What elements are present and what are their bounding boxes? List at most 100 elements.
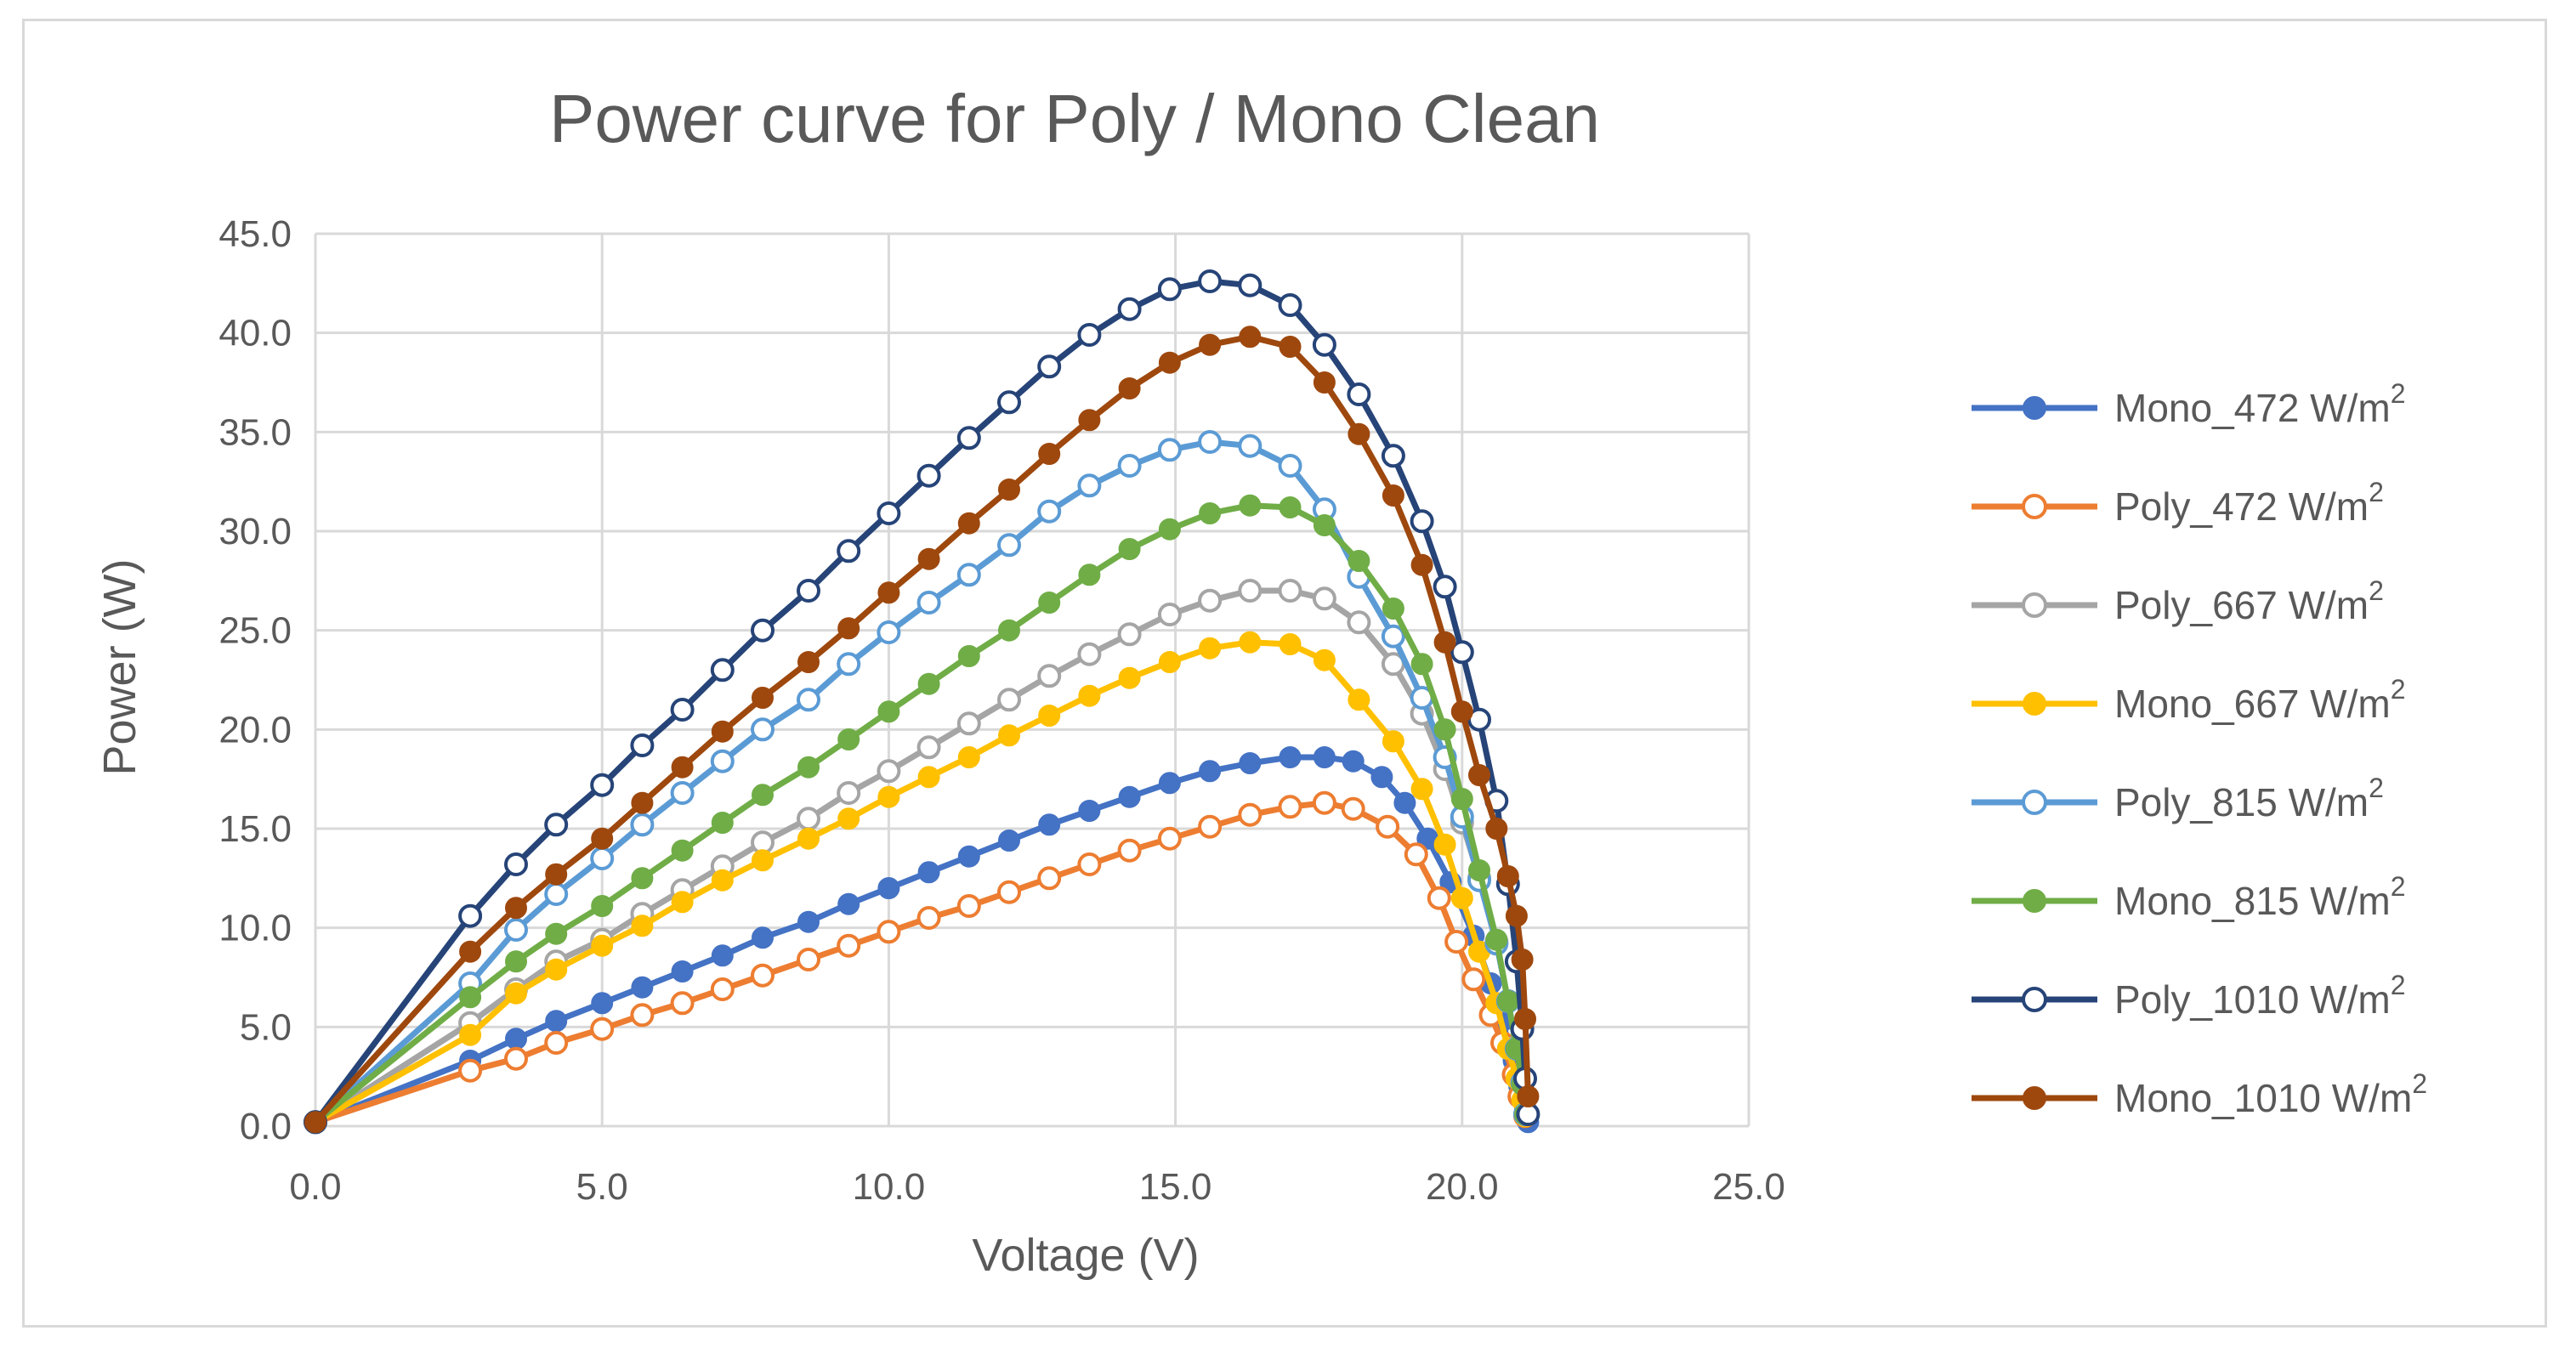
data-point	[544, 813, 569, 837]
data-point	[1238, 273, 1262, 297]
data-point	[1037, 664, 1062, 688]
data-point	[1198, 814, 1223, 839]
legend-label-superscript: 2	[2369, 575, 2384, 606]
data-point	[1078, 563, 1101, 586]
data-point	[1514, 1008, 1536, 1030]
series-7	[304, 269, 1540, 1135]
data-point	[1348, 550, 1370, 572]
data-point	[752, 687, 774, 709]
legend-marker-swatch	[2022, 494, 2047, 519]
data-point	[752, 849, 774, 872]
data-point	[1505, 904, 1528, 927]
data-point	[797, 827, 820, 850]
data-point	[1342, 750, 1365, 773]
plot-series	[304, 269, 1540, 1135]
y-tick-label: 40.0	[218, 313, 292, 354]
data-point	[304, 1111, 326, 1134]
data-point	[1433, 575, 1457, 599]
legend-label-superscript: 2	[2391, 871, 2406, 902]
data-point	[1382, 597, 1404, 620]
data-point	[1410, 553, 1433, 576]
data-point	[1078, 800, 1101, 822]
data-point	[1239, 326, 1262, 348]
y-tick-label: 30.0	[218, 511, 292, 552]
data-point	[1117, 838, 1142, 863]
data-point	[591, 934, 614, 957]
y-tick-label: 35.0	[218, 411, 292, 453]
data-point	[956, 894, 981, 918]
data-point	[459, 986, 482, 1009]
data-point	[710, 658, 735, 682]
data-point	[1158, 351, 1181, 374]
series-line	[312, 439, 1529, 1125]
data-point	[630, 733, 655, 757]
data-point	[591, 895, 614, 917]
legend-label-superscript: 2	[2391, 674, 2406, 705]
data-point	[1038, 592, 1061, 614]
data-point	[957, 645, 980, 667]
data-point	[459, 1023, 482, 1046]
data-point	[917, 766, 940, 789]
legend-label: Poly_472 W/m2	[2114, 477, 2384, 529]
data-point	[797, 579, 820, 603]
legend-entry: Poly_472 W/m2	[1972, 477, 2384, 529]
data-point	[1038, 813, 1061, 836]
data-point	[1118, 538, 1141, 560]
data-point	[1496, 990, 1519, 1012]
series-line	[312, 587, 1529, 1125]
chart-frame: Power curve for Poly / Mono Clean 0.0 5.0…	[22, 19, 2547, 1328]
data-point	[1312, 332, 1336, 357]
data-point	[1077, 473, 1102, 498]
legend-label-superscript: 2	[2391, 378, 2406, 409]
data-point	[1433, 718, 1456, 741]
legend-marker-swatch	[2023, 396, 2046, 420]
data-point	[1157, 603, 1182, 626]
legend-label-text: Poly_472 W/m	[2114, 484, 2369, 529]
legend-label-superscript: 2	[2412, 1068, 2427, 1099]
data-point	[1393, 791, 1416, 814]
data-point	[837, 807, 860, 830]
y-tick-label: 0.0	[240, 1106, 292, 1147]
data-point	[997, 390, 1021, 415]
data-point	[1313, 746, 1336, 768]
data-point	[1468, 764, 1490, 786]
data-point	[837, 652, 861, 677]
data-point	[837, 892, 860, 915]
data-point	[956, 426, 981, 450]
data-point	[1238, 802, 1262, 827]
data-point	[591, 827, 614, 850]
legend-entry: Poly_815 W/m2	[1972, 773, 2384, 824]
data-point	[917, 861, 940, 884]
data-point	[1485, 928, 1508, 951]
data-point	[631, 976, 654, 999]
data-point	[711, 944, 734, 967]
data-point	[1118, 666, 1141, 689]
data-point	[710, 749, 735, 773]
data-point	[545, 1010, 568, 1033]
data-point	[1511, 948, 1534, 971]
data-point	[997, 533, 1021, 558]
data-point	[1450, 886, 1473, 909]
y-tick-label: 25.0	[218, 610, 292, 652]
y-tick-label: 10.0	[218, 908, 292, 949]
data-point	[1444, 930, 1469, 954]
data-point	[797, 756, 820, 779]
data-point	[877, 785, 900, 808]
data-point	[1158, 651, 1181, 673]
data-point	[1198, 430, 1223, 454]
data-point	[837, 933, 861, 958]
data-point	[1347, 382, 1371, 406]
data-point	[1461, 967, 1486, 992]
data-point	[916, 463, 941, 488]
x-axis-title: Voltage (V)	[972, 1230, 1199, 1281]
data-point	[751, 618, 775, 643]
data-point	[505, 897, 527, 920]
data-point	[1077, 323, 1102, 347]
data-point	[670, 781, 695, 805]
data-point	[877, 501, 901, 525]
data-point	[1382, 730, 1404, 753]
data-point	[797, 651, 820, 673]
data-point	[1348, 422, 1370, 445]
legend-marker-swatch	[2022, 592, 2047, 618]
